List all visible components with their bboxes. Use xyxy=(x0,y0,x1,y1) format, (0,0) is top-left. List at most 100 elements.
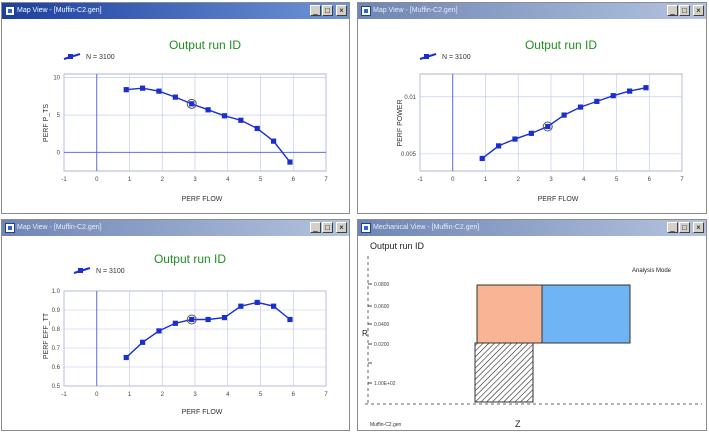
x-tick-label: 4 xyxy=(226,392,230,398)
r-tick-label: 0.0600 xyxy=(374,304,390,310)
maximize-button[interactable]: □ xyxy=(679,222,690,233)
window-titlebar[interactable]: Map View - [Muffin-C2.gen] _ □ × xyxy=(2,3,349,19)
legend-label: N = 3100 xyxy=(86,54,115,61)
data-point xyxy=(221,315,228,321)
app-icon[interactable] xyxy=(361,223,371,233)
y-tick-label: 0.5 xyxy=(52,384,61,390)
data-point xyxy=(271,303,277,309)
y-tick-label: 0.01 xyxy=(404,95,416,101)
data-point xyxy=(123,354,129,361)
x-tick-label: 6 xyxy=(648,177,652,183)
x-tick-label: 7 xyxy=(324,177,328,183)
x-tick-label: 5 xyxy=(259,177,263,183)
data-point xyxy=(123,87,129,93)
mechanical-view-window[interactable]: Mechanical View - [Muffin-C2.gen] _ □ × … xyxy=(357,219,707,431)
x-tick-label: 2 xyxy=(161,177,165,183)
legend-marker xyxy=(424,54,429,59)
data-point xyxy=(577,104,584,110)
x-axis-label: PERF FLOW xyxy=(538,196,579,203)
minimize-button[interactable]: _ xyxy=(667,222,678,233)
data-point xyxy=(496,143,502,149)
x-tick-label: 4 xyxy=(226,177,230,183)
right-block[interactable] xyxy=(541,284,631,344)
left-block[interactable] xyxy=(476,284,543,344)
y-tick-label: 1.0 xyxy=(52,289,61,295)
plot-area-3[interactable]: Output run ID N = 3100 PERF FLOW PERF EF… xyxy=(2,236,349,430)
data-point xyxy=(189,101,195,107)
data-point xyxy=(238,117,244,123)
maximize-button[interactable]: □ xyxy=(322,5,333,16)
mechanical-view-canvas[interactable]: Output run ID Analysis Mode 0.0800 0.060… xyxy=(358,236,706,430)
y-tick-label: 0.9 xyxy=(52,308,61,314)
x-tick-label: 4 xyxy=(582,177,586,183)
data-point xyxy=(238,303,244,309)
app-icon[interactable] xyxy=(5,223,15,233)
x-tick-label: 1 xyxy=(128,392,132,398)
legend-marker xyxy=(78,268,83,273)
maximize-button[interactable]: □ xyxy=(322,222,333,233)
data-point xyxy=(512,136,518,142)
data-point xyxy=(561,112,567,118)
x-tick-label: -1 xyxy=(417,177,423,183)
x-tick-label: 2 xyxy=(161,392,165,398)
series-line xyxy=(481,87,647,160)
x-tick-label: 1 xyxy=(484,177,488,183)
legend-marker xyxy=(68,54,73,59)
y-axis-label: PERF POWER xyxy=(397,99,404,146)
data-point xyxy=(172,94,178,100)
data-point xyxy=(189,316,195,323)
data-point xyxy=(643,85,649,91)
minimize-button[interactable]: _ xyxy=(667,5,678,16)
data-point xyxy=(610,93,616,99)
chart-title: Output run ID xyxy=(154,252,226,266)
plot-marks: -1 0 1 2 3 4 5 6 7 0.5 0.6 0.7 0.8 0.9 1.0 xyxy=(52,289,329,398)
window-titlebar[interactable]: Map View - [Muffin-C2.gen] _ □ × xyxy=(358,3,706,19)
plot-area-2[interactable]: Output run ID N = 3100 PERF FLOW PERF PO… xyxy=(358,19,706,213)
maximize-button[interactable]: □ xyxy=(679,5,690,16)
window-titlebar[interactable]: Map View - [Muffin-C2.gen] _ □ × xyxy=(2,220,349,236)
window-titlebar[interactable]: Mechanical View - [Muffin-C2.gen] _ □ × xyxy=(358,220,706,236)
close-button[interactable]: × xyxy=(336,5,347,16)
y-axis-label: PERF EFF_TT xyxy=(43,312,50,359)
x-tick-label: 7 xyxy=(680,177,684,183)
x-tick-label: 7 xyxy=(324,392,328,398)
y-tick-label: 0.8 xyxy=(52,327,61,333)
x-tick-label: 3 xyxy=(549,177,553,183)
x-tick-label: 6 xyxy=(292,177,296,183)
window-title: Map View - [Muffin-C2.gen] xyxy=(17,7,102,14)
data-point xyxy=(545,123,551,130)
x-tick-label: 0 xyxy=(95,392,99,398)
y-tick-label: 10 xyxy=(53,76,60,82)
plot-marks: -1 0 1 2 3 4 5 6 7 0.005 0.01 xyxy=(401,73,684,183)
app-icon[interactable] xyxy=(5,6,15,16)
x-tick-label: 3 xyxy=(193,177,197,183)
plot-area-1[interactable]: Output run ID N = 3100 PERF FLOW PERF P_… xyxy=(2,19,349,213)
highlight-marker xyxy=(186,314,197,325)
map-view-window-2[interactable]: Map View - [Muffin-C2.gen] _ □ × Output … xyxy=(357,2,707,214)
close-button[interactable]: × xyxy=(693,222,704,233)
minimize-button[interactable]: _ xyxy=(310,5,321,16)
close-button[interactable]: × xyxy=(336,222,347,233)
map-view-window-1[interactable]: Map View - [Muffin-C2.gen] _ □ × Output … xyxy=(1,2,350,214)
r-tick-label: 0.0200 xyxy=(374,342,390,348)
map-view-window-3[interactable]: Map View - [Muffin-C2.gen] _ □ × Output … xyxy=(1,219,350,431)
x-tick-label: 1 xyxy=(128,177,132,183)
data-point xyxy=(594,98,600,104)
z-axis-label: Z xyxy=(515,419,521,429)
close-button[interactable]: × xyxy=(693,5,704,16)
data-point xyxy=(287,316,293,323)
x-tick-label: -1 xyxy=(61,392,67,398)
data-point xyxy=(254,299,260,305)
minimize-button[interactable]: _ xyxy=(310,222,321,233)
app-icon[interactable] xyxy=(361,6,371,16)
x-tick-label: -1 xyxy=(61,177,67,183)
x-axis-label: PERF FLOW xyxy=(182,196,223,203)
window-title: Map View - [Muffin-C2.gen] xyxy=(373,7,458,14)
highlight-marker xyxy=(542,121,553,132)
data-point xyxy=(156,88,162,94)
y-tick-label: 0.7 xyxy=(52,346,61,352)
hatched-block[interactable] xyxy=(474,342,534,403)
x-tick-label: 0 xyxy=(95,177,99,183)
data-point xyxy=(172,320,178,326)
y-tick-label: 5 xyxy=(57,113,61,119)
